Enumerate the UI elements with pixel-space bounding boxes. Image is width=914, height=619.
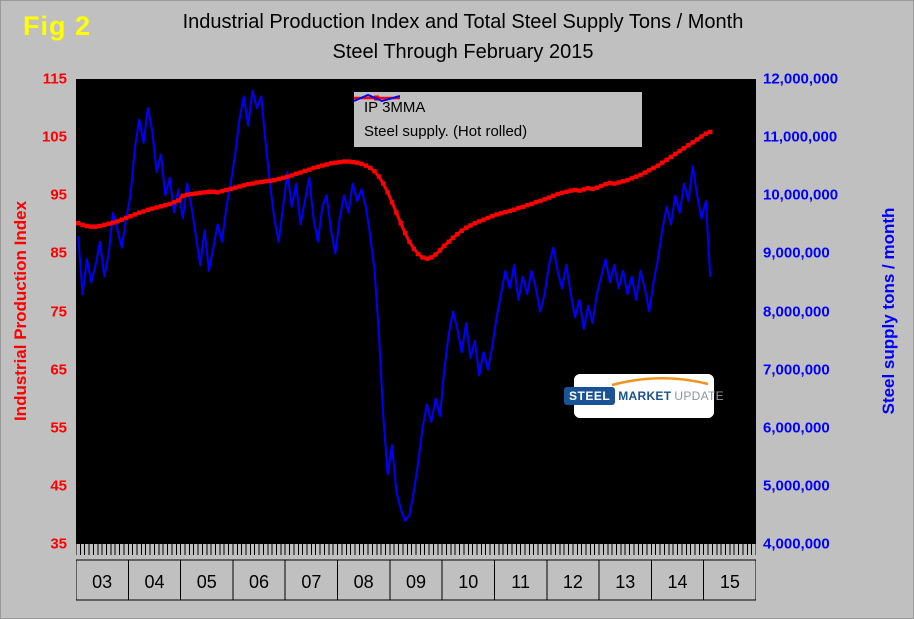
chart-title-line1: Industrial Production Index and Total St…	[182, 11, 744, 33]
year-label: 03	[92, 572, 113, 592]
left-axis-tick-label: 105	[41, 128, 67, 146]
right-axis-tick-label: 7,000,000	[763, 361, 830, 379]
legend-label-ip-3mma: IP 3MMA	[364, 99, 426, 116]
logo-word-market: MARKET	[618, 389, 672, 403]
left-axis-tick-label: 45	[50, 477, 67, 495]
left-axis-tick-label: 35	[50, 535, 67, 553]
legend-item-steel-supply: Steel supply. (Hot rolled)	[354, 93, 632, 141]
year-label: 09	[405, 572, 427, 592]
series-plot	[76, 89, 713, 522]
right-axis-tick-label: 8,000,000	[763, 303, 830, 320]
left-axis-tick-label: 95	[50, 186, 67, 204]
logo-word-steel: STEEL	[564, 387, 616, 405]
left-axis-tick-label: 85	[50, 244, 67, 262]
year-label: 12	[562, 572, 583, 592]
year-label: 14	[667, 572, 688, 592]
right-axis-tick-label: 12,000,000	[763, 70, 839, 88]
left-axis-tick-label: 65	[50, 361, 67, 379]
left-axis-tick-label: 75	[50, 303, 67, 320]
logo-word-update: UPDATE	[674, 389, 724, 403]
year-label: 04	[144, 572, 165, 592]
steel-market-update-logo: STEEL MARKET UPDATE	[564, 374, 724, 418]
x-axis-year-labels: 03 04 05 06 07 08 09 10 11 12 13 14 15	[76, 562, 756, 602]
year-label: 13	[615, 572, 636, 592]
right-axis-tick-label: 5,000,000	[763, 477, 830, 495]
left-axis-tick-label: 55	[50, 419, 67, 437]
year-label: 15	[719, 572, 740, 592]
chart-title: Industrial Production Index and Total St…	[81, 7, 845, 67]
right-axis-tick-label: 10,000,000	[763, 186, 839, 204]
left-axis-tick-label: 115	[42, 70, 67, 88]
x-axis	[76, 544, 756, 601]
year-label: 08	[353, 572, 374, 592]
year-label: 07	[301, 572, 322, 592]
logo-swoosh-icon	[611, 377, 709, 387]
year-label: 06	[249, 572, 270, 592]
year-label: 11	[511, 572, 530, 592]
right-axis-tick-label: 4,000,000	[763, 535, 830, 553]
figure-label: Fig 2	[23, 11, 92, 41]
chart-title-line2: Steel Through February 2015	[332, 41, 594, 63]
right-axis-title: Steel supply tons / month	[879, 207, 898, 415]
legend: IP 3MMA Steel supply. (Hot rolled)	[353, 91, 643, 148]
steel-supply-line-sample	[354, 93, 400, 103]
legend-item-ip-3mma: IP 3MMA	[354, 95, 632, 117]
right-axis-tick-label: 6,000,000	[763, 419, 830, 437]
plot-area: IP 3MMA Steel supply. (Hot rolled) STEEL…	[76, 79, 756, 544]
legend-label-steel-supply: Steel supply. (Hot rolled)	[364, 123, 528, 140]
year-label: 10	[458, 572, 479, 592]
right-axis-tick-label: 11,000,000	[763, 128, 838, 146]
right-axis-tick-label: 9,000,000	[763, 244, 830, 262]
year-label: 05	[196, 572, 217, 592]
